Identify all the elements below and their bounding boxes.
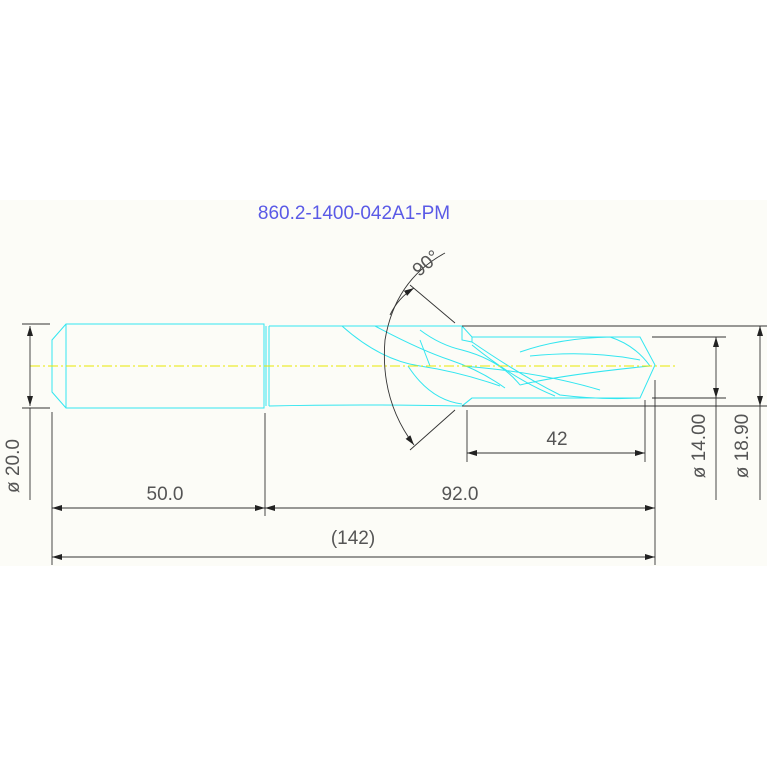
dimensions: ø 20.0 50.0 92.0 (142) 42 ø 14.00 ø 18.9… xyxy=(3,247,767,565)
step-diameter-label: ø 18.90 xyxy=(732,414,753,478)
shank-diameter-label: ø 20.0 xyxy=(3,439,24,493)
body xyxy=(268,325,656,407)
point-angle-label: 90° xyxy=(409,247,445,282)
shank-length-label: 50.0 xyxy=(147,484,184,505)
flute-curves xyxy=(341,325,651,405)
flute-length-label: 42 xyxy=(546,429,567,450)
step xyxy=(461,326,473,407)
overall-length-label: (142) xyxy=(331,528,375,549)
body-length-label: 92.0 xyxy=(442,484,479,505)
drill-diameter-label: ø 14.00 xyxy=(689,414,710,478)
part-number-title: 860.2-1400-042A1-PM xyxy=(258,203,450,224)
